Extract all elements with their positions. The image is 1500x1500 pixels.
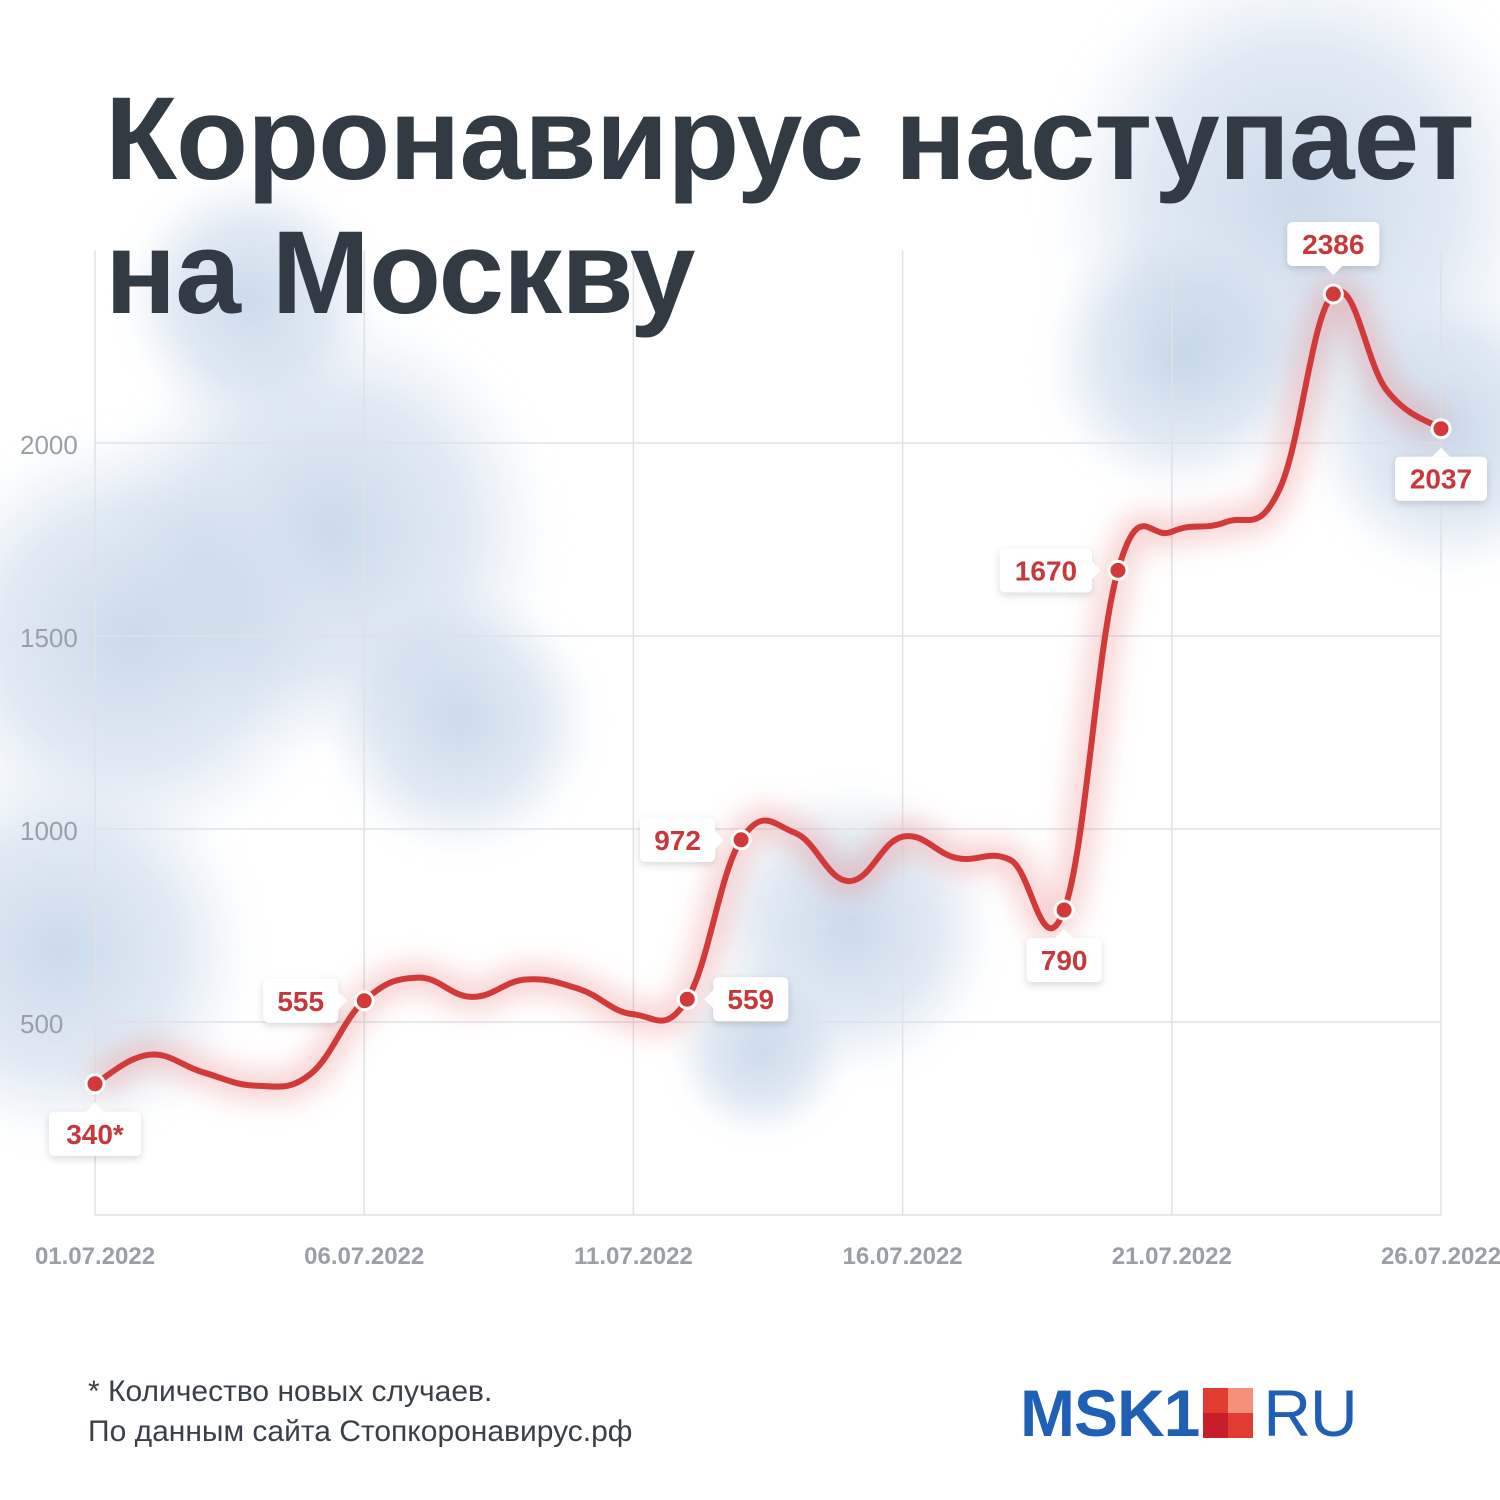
footnote-line-2: По данным сайта Стопкоронавирус.рф [88,1415,633,1448]
x-tick-label: 16.07.2022 [843,1243,963,1270]
data-label: 340* [49,1102,141,1156]
data-label-text: 340* [66,1119,124,1150]
data-point [1053,899,1075,921]
data-label: 555 [263,978,348,1023]
data-point [84,1073,106,1095]
data-point [1322,283,1344,305]
data-point [676,988,698,1010]
x-tick-label: 11.07.2022 [574,1243,693,1270]
msk1-logo[interactable]: MSK1 RU [1020,1376,1358,1450]
data-label-pointer [1055,929,1074,939]
title-line-2: на Москву [105,207,695,339]
logo-square-icon [1203,1388,1254,1438]
data-label-text: 2386 [1302,229,1364,260]
series-line [92,288,1444,1090]
data-label-pointer [704,990,714,1009]
data-label: 790 [1026,929,1102,983]
data-label: 1670 [999,548,1101,593]
data-point [1107,559,1129,581]
chart-title: Коронавирус наступает на Москву [105,72,1474,340]
data-label-text: 555 [277,986,324,1017]
y-tick-label: 1500 [20,623,78,653]
y-tick-label: 500 [20,1009,63,1039]
logo-text-left: MSK1 [1020,1376,1200,1450]
data-label-box [999,548,1092,593]
data-point [730,829,752,851]
footnote-line-1: * Количество новых случаев. [88,1375,493,1408]
data-label-text: 2037 [1410,464,1472,495]
data-label-box [49,1111,141,1156]
series-line-glow [88,278,1449,1100]
logo-text-right: RU [1263,1376,1357,1450]
footnote: * Количество новых случаев. По данным са… [88,1372,632,1452]
data-label-text: 559 [727,984,774,1015]
data-label-text: 1670 [1015,555,1077,586]
data-label: 2037 [1395,447,1487,501]
data-label: 559 [704,977,789,1022]
y-tick-label: 1000 [20,816,78,846]
x-tick-label: 01.07.2022 [35,1243,155,1270]
data-label-pointer [1324,266,1343,276]
data-label-pointer [1091,561,1101,580]
data-label-box [263,978,339,1023]
x-axis-ticks: 01.07.2022 06.07.2022 11.07.2022 16.07.2022… [35,1243,1500,1270]
data-label-pointer [1432,447,1450,457]
y-axis-ticks: 500 1000 1500 2000 [20,430,78,1039]
x-tick-label: 21.07.2022 [1112,1243,1232,1270]
data-label-text: 972 [654,825,701,856]
x-tick-label: 06.07.2022 [304,1243,424,1270]
data-label-box [640,817,716,862]
data-label-pointer [338,991,348,1010]
data-label-box [1287,222,1380,267]
data-label-text: 790 [1041,945,1088,976]
data-label-box [713,977,789,1022]
data-label-pointer [715,830,725,849]
data-point [1430,418,1452,440]
data-label: 972 [640,817,725,862]
title-line-1: Коронавирус наступает [105,73,1474,205]
data-label: 2386 [1287,222,1380,276]
data-label-pointer [86,1102,104,1112]
data-label-box [1026,938,1102,983]
y-tick-label: 2000 [20,430,78,460]
x-tick-label: 26.07.2022 [1381,1243,1500,1270]
data-point [353,990,375,1012]
data-label-box [1395,456,1487,501]
